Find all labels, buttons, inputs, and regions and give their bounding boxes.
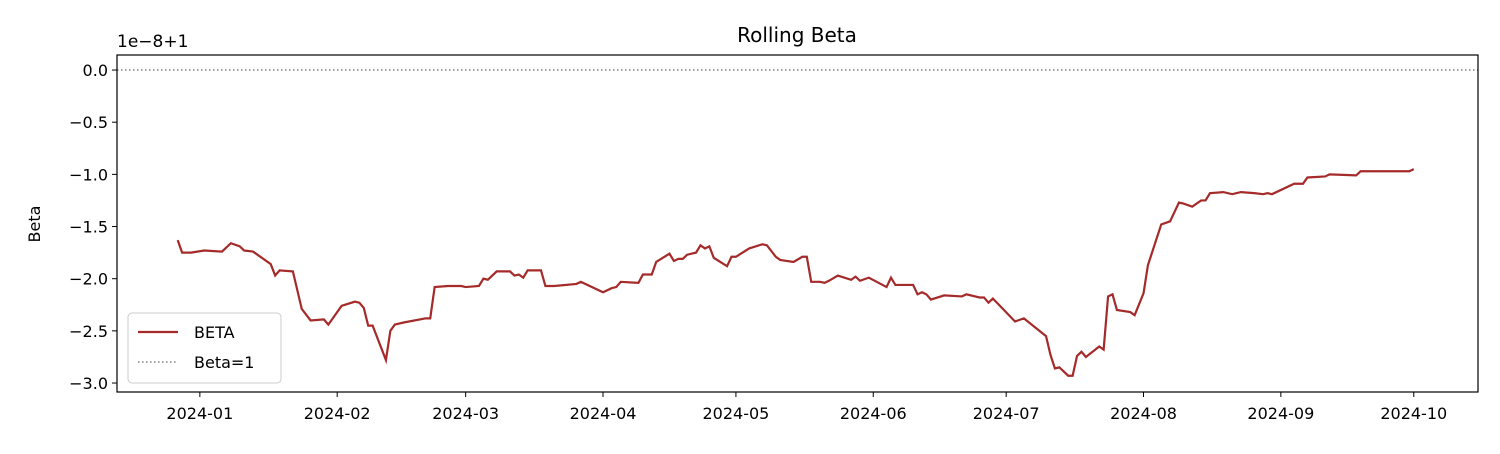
x-tick-label: 2024-09 — [1247, 404, 1314, 423]
y-axis-label: Beta — [25, 206, 44, 243]
y-tick-label: −2.5 — [69, 322, 108, 341]
x-tick-label: 2024-08 — [1110, 404, 1177, 423]
x-tick-label: 2024-02 — [304, 404, 371, 423]
legend-frame — [127, 312, 282, 384]
line-series — [176, 168, 1415, 377]
axes-frame — [116, 54, 1479, 393]
legend-label: Beta=1 — [194, 353, 254, 372]
y-tick-label: −1.0 — [69, 165, 108, 184]
x-tick-label: 2024-04 — [570, 404, 637, 423]
y-tick-label: −2.0 — [69, 270, 108, 289]
x-tick-label: 2024-06 — [840, 404, 907, 423]
y-tick-label: −1.5 — [69, 218, 108, 237]
x-tick-label: 2024-03 — [432, 404, 499, 423]
x-tick-label: 2024-01 — [166, 404, 233, 423]
legend-label: BETA — [194, 323, 235, 342]
offset-label: 1e−8+1 — [117, 32, 188, 52]
y-tick-label: 0.0 — [83, 61, 108, 80]
x-tick-label: 2024-07 — [973, 404, 1040, 423]
chart-title: Rolling Beta — [737, 23, 857, 47]
y-tick-label: −0.5 — [69, 113, 108, 132]
x-tick-label: 2024-10 — [1380, 404, 1447, 423]
y-tick-label: −3.0 — [69, 374, 108, 393]
x-tick-label: 2024-05 — [702, 404, 769, 423]
legend: BETA Beta=1 — [127, 312, 282, 384]
